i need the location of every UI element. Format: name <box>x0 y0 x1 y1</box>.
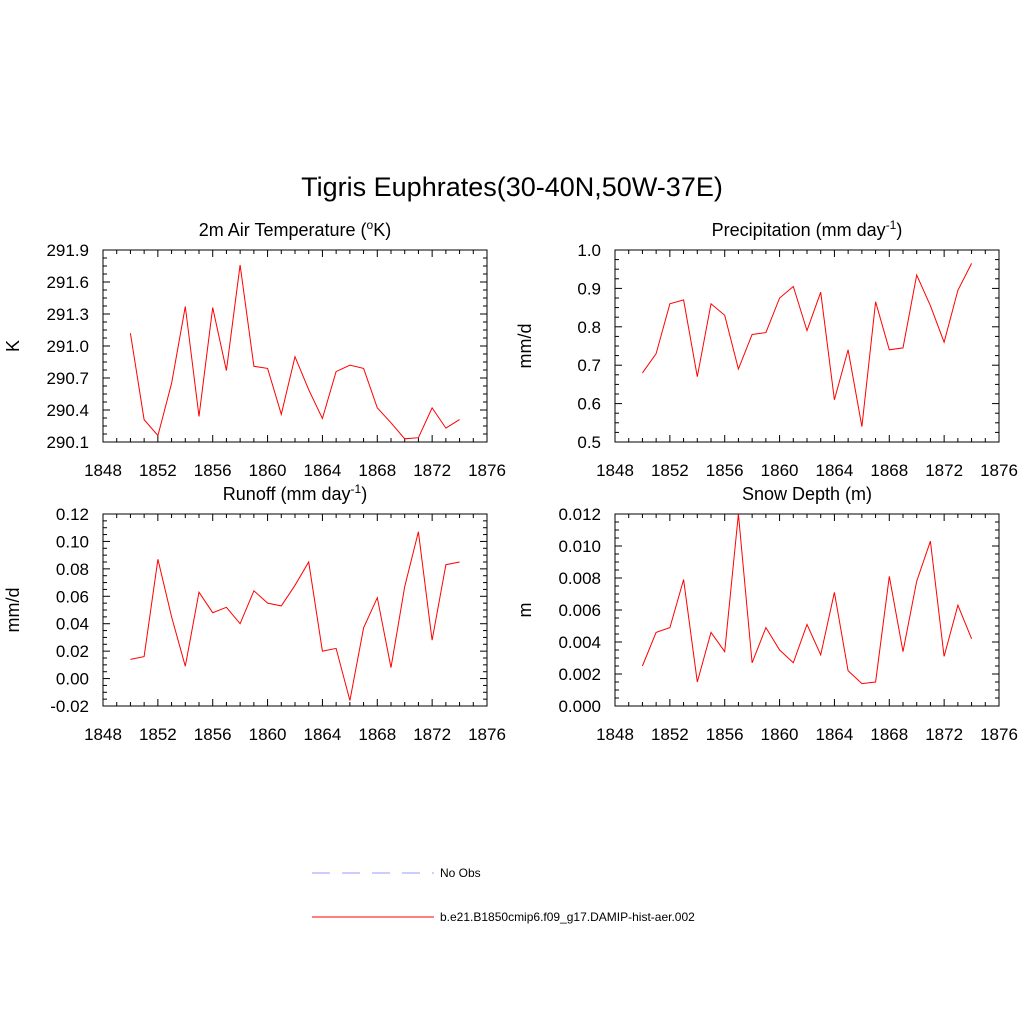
y-tick-label-air-temperature: 291.3 <box>46 305 89 324</box>
x-tick-label-precipitation: 1872 <box>925 461 963 480</box>
y-tick-label-snow-depth: 0.000 <box>558 697 601 716</box>
x-tick-label-precipitation: 1856 <box>706 461 744 480</box>
y-tick-label-snow-depth: 0.004 <box>558 633 601 652</box>
y-tick-label-air-temperature: 290.4 <box>46 401 89 420</box>
y-tick-label-precipitation: 0.5 <box>577 433 601 452</box>
x-tick-label-precipitation: 1876 <box>980 461 1018 480</box>
legend: No Obs b.e21.B1850cmip6.f09_g17.DAMIP-hi… <box>312 866 695 924</box>
x-tick-label-runoff: 1864 <box>304 725 342 744</box>
x-tick-label-snow-depth: 1848 <box>596 725 634 744</box>
y-tick-label-snow-depth: 0.012 <box>558 505 601 524</box>
x-tick-label-precipitation: 1860 <box>761 461 799 480</box>
y-axis-label-air-temperature: K <box>3 340 23 352</box>
x-tick-label-snow-depth: 1852 <box>651 725 689 744</box>
x-tick-label-runoff: 1876 <box>468 725 506 744</box>
y-tick-label-snow-depth: 0.010 <box>558 537 601 556</box>
x-tick-label-air-temperature: 1864 <box>304 461 342 480</box>
x-tick-label-air-temperature: 1872 <box>413 461 451 480</box>
x-tick-label-air-temperature: 1876 <box>468 461 506 480</box>
panel-runoff: Runoff (mm day-1) 1848 1852 1856 1860 1864 186… <box>3 482 506 744</box>
y-tick-label-snow-depth: 0.006 <box>558 601 601 620</box>
y-tick-label-runoff: 0.08 <box>56 560 89 579</box>
y-tick-label-runoff: 0.00 <box>56 670 89 689</box>
x-tick-label-air-temperature: 1860 <box>249 461 287 480</box>
x-tick-label-precipitation: 1848 <box>596 461 634 480</box>
x-tick-label-air-temperature: 1852 <box>139 461 177 480</box>
y-tick-label-runoff: 0.06 <box>56 587 89 606</box>
y-axis-label-precipitation: mm/d <box>515 324 535 369</box>
panels: 2m Air Temperature (oK) 1848 1852 1856 1860 1… <box>3 218 1018 744</box>
y-tick-label-air-temperature: 291.0 <box>46 337 89 356</box>
plot-frame-precipitation <box>614 249 1000 443</box>
x-tick-label-snow-depth: 1860 <box>761 725 799 744</box>
panel-air-temperature: 2m Air Temperature (oK) 1848 1852 1856 1860 1… <box>3 218 506 480</box>
y-axis-label-runoff: mm/d <box>3 588 23 633</box>
plot-frame-snow-depth <box>614 513 1000 707</box>
panel-title-snow-depth: Snow Depth (m) <box>742 484 872 504</box>
y-tick-label-precipitation: 0.6 <box>577 395 601 414</box>
y-tick-label-runoff: 0.04 <box>56 615 89 634</box>
y-tick-label-precipitation: 0.8 <box>577 318 601 337</box>
x-tick-label-air-temperature: 1868 <box>358 461 396 480</box>
panel-snow-depth: Snow Depth (m) 1848 1852 1856 1860 1864 1868 18… <box>515 484 1018 744</box>
series-line-runoff <box>130 531 460 701</box>
y-tick-label-runoff: 0.12 <box>56 505 89 524</box>
panel-precipitation: Precipitation (mm day-1) 1848 1852 1856 1860… <box>515 218 1018 480</box>
panel-title-air-temperature: 2m Air Temperature (oK) <box>199 218 391 240</box>
x-tick-label-snow-depth: 1868 <box>870 725 908 744</box>
x-tick-label-runoff: 1856 <box>194 725 232 744</box>
x-tick-label-air-temperature: 1856 <box>194 461 232 480</box>
series-line-air-temperature <box>129 264 460 440</box>
x-tick-label-precipitation: 1868 <box>870 461 908 480</box>
y-tick-label-precipitation: 0.7 <box>577 356 601 375</box>
x-tick-label-runoff: 1868 <box>358 725 396 744</box>
y-axis-label-snow-depth: m <box>515 603 535 618</box>
panel-title-precipitation: Precipitation (mm day-1) <box>712 218 903 240</box>
x-tick-label-runoff: 1872 <box>413 725 451 744</box>
y-tick-label-air-temperature: 290.1 <box>46 433 89 452</box>
x-tick-label-runoff: 1848 <box>84 725 122 744</box>
x-tick-label-snow-depth: 1856 <box>706 725 744 744</box>
y-tick-label-runoff: 0.02 <box>56 642 89 661</box>
x-tick-label-snow-depth: 1864 <box>816 725 854 744</box>
y-tick-label-snow-depth: 0.002 <box>558 665 601 684</box>
y-tick-label-air-temperature: 290.7 <box>46 369 89 388</box>
x-tick-label-precipitation: 1852 <box>651 461 689 480</box>
y-tick-label-precipitation: 1.0 <box>577 241 601 260</box>
x-tick-label-snow-depth: 1876 <box>980 725 1018 744</box>
x-tick-label-runoff: 1860 <box>249 725 287 744</box>
y-tick-label-snow-depth: 0.008 <box>558 569 601 588</box>
series-line-precipitation <box>641 263 973 427</box>
y-tick-label-precipitation: 0.9 <box>577 279 601 298</box>
y-tick-label-runoff: 0.10 <box>56 532 89 551</box>
x-tick-label-runoff: 1852 <box>139 725 177 744</box>
y-tick-label-air-temperature: 291.6 <box>46 273 89 292</box>
panel-title-runoff: Runoff (mm day-1) <box>223 482 367 504</box>
x-tick-label-air-temperature: 1848 <box>84 461 122 480</box>
plot-frame-runoff <box>102 513 488 707</box>
y-tick-label-runoff: -0.02 <box>50 697 89 716</box>
legend-label-no-obs: No Obs <box>440 866 481 880</box>
main-title: Tigris Euphrates(30-40N,50W-37E) <box>301 172 723 202</box>
legend-label-model: b.e21.B1850cmip6.f09_g17.DAMIP-hist-aer.… <box>440 910 695 924</box>
y-tick-label-air-temperature: 291.9 <box>46 241 89 260</box>
x-tick-label-snow-depth: 1872 <box>925 725 963 744</box>
series-line-snow-depth <box>641 513 973 685</box>
x-tick-label-precipitation: 1864 <box>816 461 854 480</box>
